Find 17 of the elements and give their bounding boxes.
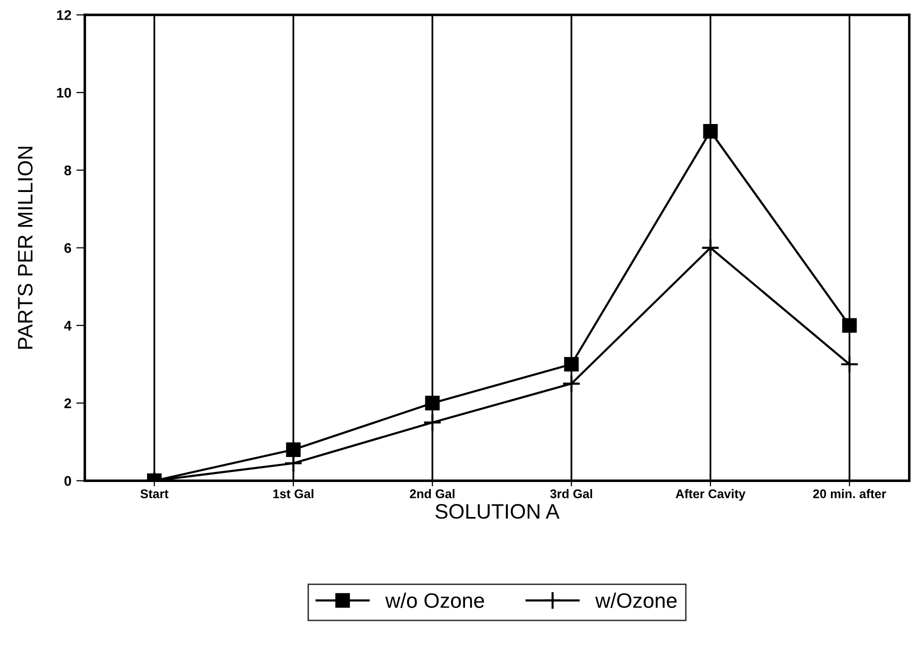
y-tick-label: 12: [57, 10, 72, 20]
legend-label: w/Ozone: [595, 592, 677, 608]
x-tick-label: 2nd Gal: [410, 489, 454, 498]
y-tick-label: 10: [57, 88, 72, 98]
x-tick-label: 20 min. after: [813, 489, 886, 498]
x-tick-label: Start: [140, 489, 168, 498]
y-tick-label: 8: [64, 165, 72, 176]
legend-label: w/o Ozone: [385, 592, 484, 608]
x-tick-label: 3rd Gal: [550, 489, 592, 498]
y-tick-label: 0: [64, 476, 72, 486]
x-tick-label: After Cavity: [676, 489, 746, 501]
y-tick-label: 6: [64, 243, 72, 253]
y-tick-label: 4: [64, 320, 72, 330]
x-axis-title: SOLUTION A: [435, 504, 560, 519]
x-tick-label: 1st Gal: [273, 489, 314, 498]
y-axis-title: PARTS PER MILLION: [18, 146, 33, 349]
y-tick-label: 2: [64, 398, 72, 408]
